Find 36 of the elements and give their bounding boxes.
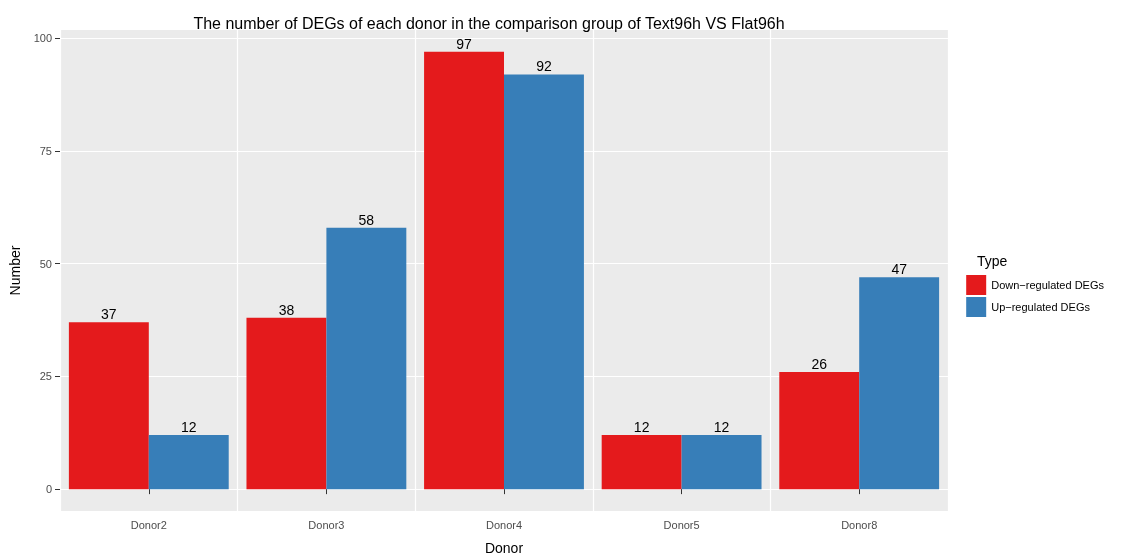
- bar: [681, 435, 762, 490]
- y-axis-title: Number: [7, 245, 23, 296]
- x-tick-label: Donor4: [485, 518, 523, 531]
- x-axis-title: Donor: [484, 540, 524, 556]
- y-tick-label: 25: [39, 370, 52, 383]
- bar: [424, 51, 504, 490]
- data-label: 12: [633, 419, 650, 436]
- bar: [504, 74, 584, 490]
- bar: [68, 322, 149, 490]
- legend-label: Down−regulated DEGs: [991, 279, 1105, 291]
- x-tick-label: Donor8: [841, 518, 878, 531]
- bar: [779, 371, 860, 490]
- bar: [859, 277, 940, 490]
- y-tick-label: 75: [39, 145, 52, 158]
- data-label: 92: [536, 58, 552, 75]
- bar: [601, 435, 682, 490]
- legend-label: Up−regulated DEGs: [991, 301, 1091, 313]
- x-tick-label: Donor3: [308, 518, 345, 531]
- y-tick-label: 100: [33, 32, 52, 45]
- data-label: 97: [456, 35, 473, 52]
- y-tick-label: 50: [39, 257, 52, 270]
- chart-title: The number of DEGs of each donor in the comparison group of Text96h VS Flat96h: [193, 14, 785, 32]
- data-label: 58: [358, 211, 375, 228]
- data-label: 38: [278, 301, 295, 318]
- data-label: 12: [180, 419, 197, 436]
- x-tick-label: Donor2: [130, 518, 167, 531]
- bar: [148, 435, 229, 490]
- data-label: 12: [713, 419, 730, 436]
- y-tick-label: 0: [45, 483, 52, 496]
- data-label: 37: [101, 306, 117, 323]
- data-label: 47: [891, 261, 908, 278]
- x-tick-label: Donor5: [663, 518, 700, 531]
- data-label: 26: [811, 355, 828, 372]
- bar: [246, 317, 327, 490]
- bar: [326, 227, 407, 490]
- legend-title: Type: [977, 253, 1008, 269]
